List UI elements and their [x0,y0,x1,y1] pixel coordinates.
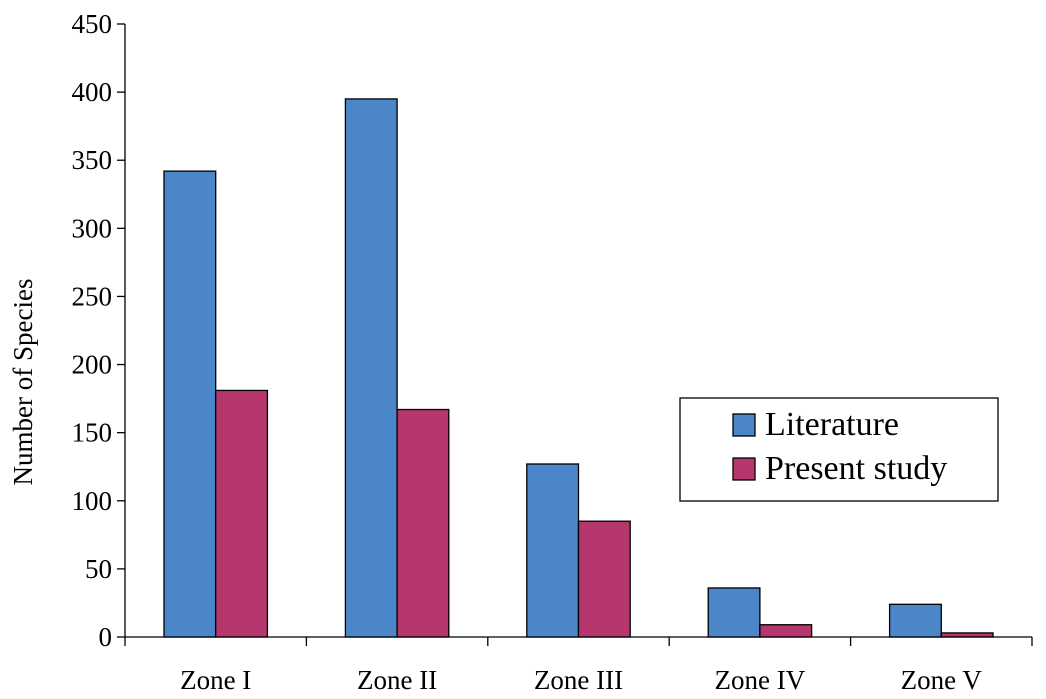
y-axis-title: Number of Species [8,279,38,486]
x-category-label: Zone I [180,665,251,694]
bar-literature [526,463,580,638]
bar-literature [163,170,217,638]
y-tick-label: 450 [72,9,113,39]
y-tick-label: 0 [99,622,113,652]
x-category-label: Zone V [901,665,983,694]
bar-present-study [577,520,631,638]
y-tick-label: 300 [72,213,113,243]
y-tick-label: 150 [72,418,113,448]
x-category-label: Zone III [534,665,623,694]
y-tick-label: 50 [85,554,112,584]
y-tick-label: 250 [72,281,113,311]
y-tick-label: 200 [72,350,113,380]
bar-present-study [396,408,450,638]
bar-literature [707,587,761,638]
bar-present-study [215,389,269,638]
y-tick-label: 100 [72,486,113,516]
bar-present-study [940,632,994,638]
bar-literature [888,603,942,638]
y-tick-label: 400 [72,77,113,107]
x-category-label: Zone II [357,665,437,694]
legend-swatch [732,457,756,481]
plot-area: 0 50 100 150 200 250 300 350 400 450 Zone I Zone II… [72,9,1033,695]
legend-swatch [732,413,756,437]
legend-label: Present study [765,450,947,487]
y-tick-label: 350 [72,145,113,175]
legend-label: Literature [765,406,899,443]
bar-present-study [759,624,813,638]
x-category-label: Zone IV [715,665,806,694]
bar-literature [344,98,398,638]
legend: Literature Present study [679,397,999,502]
